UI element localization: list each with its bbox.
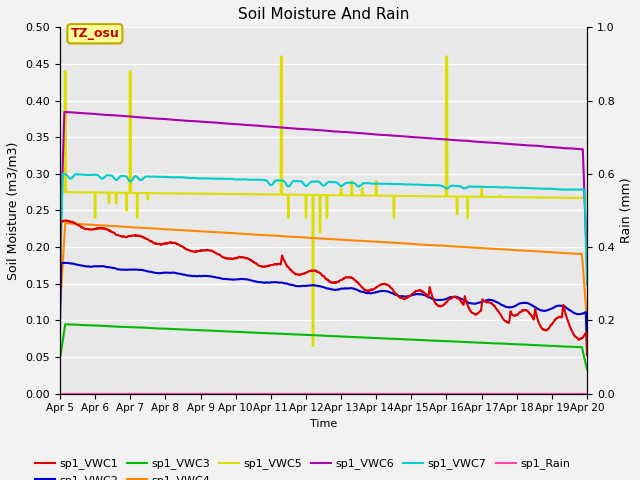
Y-axis label: Soil Moisture (m3/m3): Soil Moisture (m3/m3) xyxy=(7,141,20,280)
Y-axis label: Rain (mm): Rain (mm) xyxy=(620,178,633,243)
Title: Soil Moisture And Rain: Soil Moisture And Rain xyxy=(238,7,409,22)
X-axis label: Time: Time xyxy=(310,419,337,429)
Legend: sp1_VWC1, sp1_VWC2, sp1_VWC3, sp1_VWC4, sp1_VWC5, sp1_VWC6, sp1_VWC7, sp1_Rain: sp1_VWC1, sp1_VWC2, sp1_VWC3, sp1_VWC4, … xyxy=(30,454,575,480)
Text: TZ_osu: TZ_osu xyxy=(70,27,119,40)
